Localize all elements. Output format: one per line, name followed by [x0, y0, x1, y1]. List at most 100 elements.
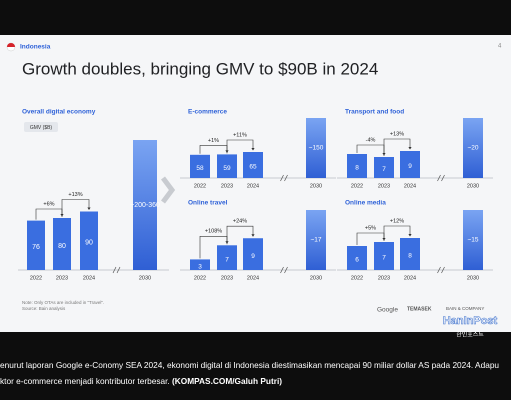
x-tick-label: 2030 — [139, 275, 151, 281]
bar — [347, 246, 367, 270]
bar — [190, 154, 210, 178]
bar-value-label: 7 — [382, 166, 386, 173]
growth-arrow — [87, 207, 91, 210]
bar — [400, 151, 420, 178]
x-tick-label: 2023 — [221, 275, 233, 281]
axis-break — [437, 266, 445, 274]
x-tick-label: 2024 — [247, 183, 259, 189]
bar — [217, 245, 237, 270]
panel-title: Transport and food — [345, 109, 404, 116]
note: Note: Only OTAs are included in "Travel"… — [22, 300, 104, 305]
bar — [374, 242, 394, 270]
watermark: HanInPost — [443, 315, 498, 327]
x-tick-label: 2030 — [310, 183, 322, 189]
caption-line: ktor e-commerce menjadi kontributor terb… — [0, 376, 282, 386]
forecast-value-label: ~200-360 — [130, 202, 160, 209]
bar-value-label: 59 — [223, 165, 231, 172]
bar — [400, 238, 420, 270]
forecast-value-label: ~20 — [467, 145, 478, 152]
growth-label: -4% — [366, 137, 376, 143]
growth-label: +5% — [365, 225, 376, 231]
panel-title: Overall digital economy — [22, 109, 96, 116]
bar — [80, 211, 98, 270]
source: Source: Bain analysis — [22, 306, 66, 311]
x-tick-label: 2022 — [351, 275, 363, 281]
x-tick-label: 2023 — [221, 183, 233, 189]
x-tick-label: 2022 — [351, 183, 363, 189]
bar-value-label: 7 — [382, 255, 386, 262]
bar-value-label: 6 — [355, 257, 359, 264]
x-tick-label: 2022 — [194, 183, 206, 189]
growth-arrow — [251, 234, 255, 237]
growth-label: +24% — [233, 219, 247, 225]
logo-bain: BAIN & COMPANY — [446, 306, 484, 311]
x-tick-label: 2024 — [404, 183, 416, 189]
growth-arrow — [408, 234, 412, 237]
x-tick-label: 2030 — [467, 183, 479, 189]
panel-title: Online media — [345, 200, 386, 207]
axis-break — [280, 266, 288, 274]
growth-bracket — [61, 199, 90, 217]
growth-label: +13% — [68, 192, 82, 198]
bar-value-label: 80 — [58, 243, 66, 250]
logo-temasek: TEMASEK — [407, 306, 432, 312]
x-tick-label: 2024 — [404, 275, 416, 281]
bar — [27, 220, 45, 270]
unit-label: GMV ($B) — [30, 125, 53, 131]
bar-value-label: 90 — [85, 240, 93, 247]
forecast-value-label: ~17 — [310, 237, 321, 244]
forecast-bar — [306, 210, 326, 270]
forecast-bar — [133, 140, 157, 270]
growth-bracket — [226, 225, 254, 245]
growth-label: +12% — [390, 218, 404, 224]
bar-value-label: 8 — [408, 253, 412, 260]
forecast-bar — [306, 118, 326, 178]
growth-label: +11% — [233, 132, 247, 138]
flag-icon-red — [7, 43, 15, 47]
axis-break — [280, 174, 288, 182]
page-number: 4 — [498, 44, 502, 50]
x-tick-label: 2030 — [310, 275, 322, 281]
bar — [347, 154, 367, 178]
logo-google: Google — [377, 307, 398, 314]
growth-label: +1% — [208, 138, 219, 144]
growth-bracket — [383, 138, 411, 156]
slide-title: Growth doubles, bringing GMV to $90B in … — [22, 59, 378, 78]
bar — [243, 238, 263, 270]
caption-line: enurut laporan Google e-Conomy SEA 2024,… — [0, 360, 499, 370]
x-tick-label: 2023 — [378, 183, 390, 189]
growth-label: +13% — [390, 131, 404, 137]
forecast-value-label: ~150 — [309, 145, 324, 152]
x-tick-label: 2023 — [56, 275, 68, 281]
growth-label: +108% — [205, 229, 222, 235]
x-tick-label: 2022 — [30, 275, 42, 281]
bar-value-label: 8 — [355, 165, 359, 172]
growth-bracket — [383, 225, 411, 241]
caption-credit: (KOMPAS.COM/Galuh Putri) — [172, 376, 282, 386]
bar-value-label: 9 — [408, 163, 412, 170]
x-tick-label: 2030 — [467, 275, 479, 281]
axis-break — [437, 174, 445, 182]
growth-arrow — [408, 147, 412, 150]
x-tick-label: 2024 — [83, 275, 95, 281]
panel-title: E-commerce — [188, 109, 227, 116]
bar-value-label: 9 — [251, 253, 255, 260]
forecast-bar — [463, 210, 483, 270]
growth-bracket — [226, 139, 254, 154]
slide — [0, 35, 511, 332]
separator-chevron — [161, 176, 176, 204]
forecast-bar — [463, 118, 483, 178]
bar — [217, 154, 237, 178]
x-tick-label: 2022 — [194, 275, 206, 281]
bar — [190, 259, 210, 270]
bar — [243, 152, 263, 178]
bar-value-label: 3 — [198, 263, 202, 270]
bar-value-label: 76 — [32, 244, 40, 251]
bar-value-label: 65 — [249, 164, 257, 171]
unit-badge — [24, 122, 58, 132]
forecast-value-label: ~15 — [467, 237, 478, 244]
region-label: Indonesia — [20, 44, 51, 51]
watermark-sub: 한인포스트 — [456, 332, 484, 339]
bar — [53, 218, 71, 270]
